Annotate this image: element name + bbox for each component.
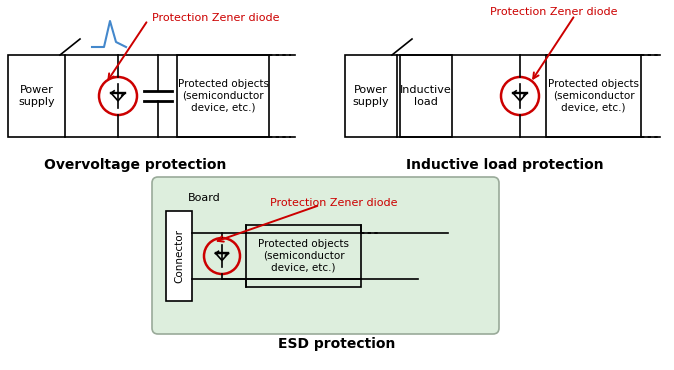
Bar [166, 211, 192, 301]
Text: Protection Zener diode: Protection Zener diode [490, 7, 617, 17]
Text: Protection Zener diode: Protection Zener diode [152, 13, 280, 23]
Bar [400, 55, 452, 137]
Text: Protected objects
(semiconductor
device, etc.): Protected objects (semiconductor device,… [177, 80, 268, 112]
Text: Overvoltage protection: Overvoltage protection [44, 158, 226, 172]
FancyBboxPatch shape [152, 177, 499, 334]
Text: Connector: Connector [174, 229, 184, 283]
Bar [345, 55, 397, 137]
Text: Power
supply: Power supply [18, 85, 55, 107]
Text: Inductive load protection: Inductive load protection [406, 158, 604, 172]
Bar [8, 55, 65, 137]
Text: Protected objects
(semiconductor
device, etc.): Protected objects (semiconductor device,… [548, 80, 639, 112]
Text: Protected objects
(semiconductor
device, etc.): Protected objects (semiconductor device,… [258, 239, 349, 273]
Text: Inductive
load: Inductive load [400, 85, 452, 107]
Text: Power
supply: Power supply [353, 85, 390, 107]
Text: Board: Board [188, 193, 221, 203]
Bar [546, 55, 641, 137]
Bar [246, 225, 361, 287]
Bar [177, 55, 269, 137]
Text: Protection Zener diode: Protection Zener diode [270, 198, 398, 208]
Text: ESD protection: ESD protection [278, 337, 396, 351]
